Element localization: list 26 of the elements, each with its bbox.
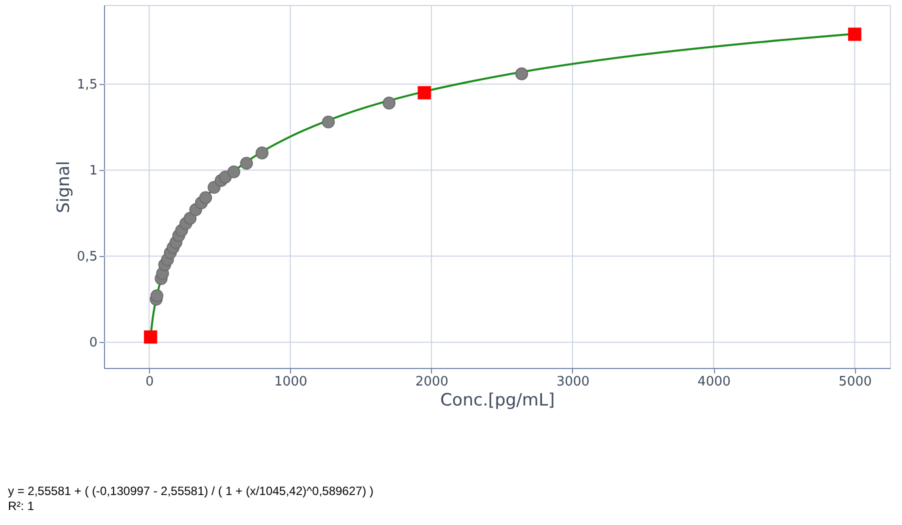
point: [382, 96, 396, 110]
x-tick-label: 3000: [556, 374, 590, 390]
point: [150, 289, 164, 302]
y-axis-title: Signal: [54, 160, 74, 214]
y-tick-label: 1,5: [76, 78, 98, 93]
x-tick-label: 5000: [838, 374, 872, 390]
y-tick-label: 1: [89, 164, 98, 179]
point: [199, 191, 212, 204]
text: y = 2,55581 + ( (-0,130997 - 2,55581) / ( 1 + (x/1045,42)^0,589627) ): [8, 484, 374, 499]
x-tick-label: 4000: [698, 374, 731, 390]
text: R²: 1: [8, 499, 36, 514]
point: [184, 212, 196, 225]
y-tick-label: 0: [89, 336, 98, 351]
point: [144, 330, 158, 344]
x-tick-label: 0: [146, 374, 154, 390]
point: [322, 116, 335, 128]
x-tick-label: 2000: [415, 374, 448, 390]
point: [515, 67, 528, 80]
point: [848, 28, 862, 41]
x-tick-label: 1000: [274, 374, 308, 390]
point: [227, 165, 240, 178]
x-axis-title: Conc.[pg/mL]: [440, 390, 555, 410]
point: [256, 146, 268, 160]
point: [240, 156, 253, 170]
point: [418, 86, 431, 100]
y-tick-label: 0,5: [76, 250, 98, 265]
